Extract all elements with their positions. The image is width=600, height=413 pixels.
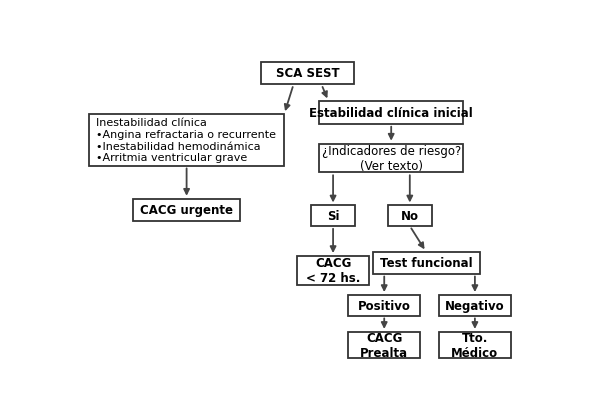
Text: Inestabilidad clínica
•Angina refractaria o recurrente
•Inestabilidad hemodinámi: Inestabilidad clínica •Angina refractari… <box>96 118 276 163</box>
Text: No: No <box>401 210 419 223</box>
FancyBboxPatch shape <box>319 144 463 173</box>
Text: CACG
< 72 hs.: CACG < 72 hs. <box>306 257 360 285</box>
Text: Estabilidad clínica inicial: Estabilidad clínica inicial <box>310 107 473 120</box>
FancyBboxPatch shape <box>311 206 355 226</box>
Text: ¿Indicadores de riesgo?
(Ver texto): ¿Indicadores de riesgo? (Ver texto) <box>322 145 461 173</box>
FancyBboxPatch shape <box>319 102 463 125</box>
FancyBboxPatch shape <box>388 206 432 226</box>
Text: Si: Si <box>327 210 340 223</box>
Text: CACG
Prealta: CACG Prealta <box>360 331 408 359</box>
FancyBboxPatch shape <box>439 295 511 316</box>
FancyBboxPatch shape <box>348 332 420 358</box>
Text: CACG urgente: CACG urgente <box>140 204 233 216</box>
FancyBboxPatch shape <box>297 256 369 285</box>
FancyBboxPatch shape <box>373 252 479 274</box>
Text: Negativo: Negativo <box>445 299 505 312</box>
FancyBboxPatch shape <box>133 199 240 221</box>
Text: Positivo: Positivo <box>358 299 410 312</box>
FancyBboxPatch shape <box>89 115 284 166</box>
FancyBboxPatch shape <box>348 295 420 316</box>
Text: SCA SEST: SCA SEST <box>275 67 340 80</box>
FancyBboxPatch shape <box>261 62 354 85</box>
Text: Tto.
Médico: Tto. Médico <box>451 331 499 359</box>
Text: Test funcional: Test funcional <box>380 256 472 270</box>
FancyBboxPatch shape <box>439 332 511 358</box>
